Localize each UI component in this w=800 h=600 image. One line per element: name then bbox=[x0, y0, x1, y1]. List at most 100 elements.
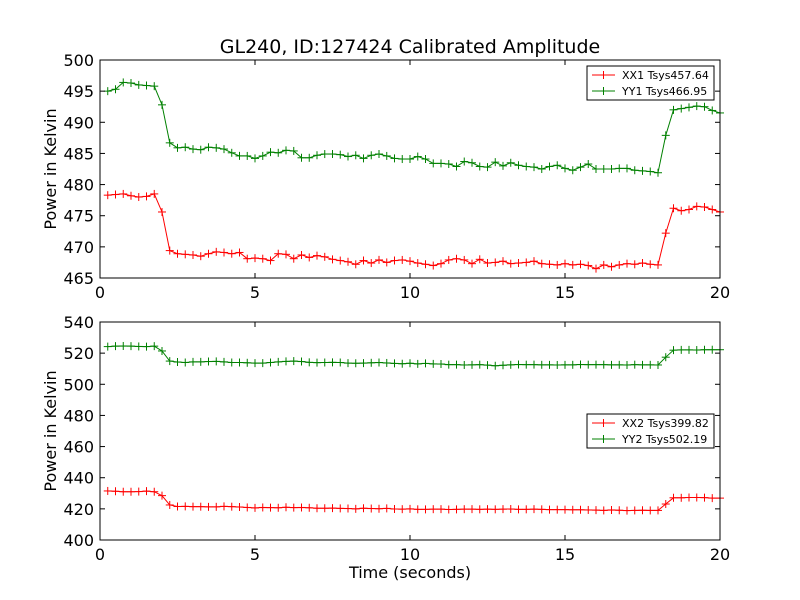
data-point bbox=[328, 150, 337, 159]
y-axis-label: Power in Kelvin bbox=[41, 108, 60, 229]
data-point bbox=[475, 360, 484, 369]
data-point bbox=[165, 246, 174, 255]
data-point bbox=[103, 486, 112, 495]
data-point bbox=[328, 504, 337, 513]
data-point bbox=[320, 252, 329, 261]
data-point bbox=[530, 257, 538, 266]
data-point bbox=[468, 158, 476, 167]
data-point bbox=[561, 505, 569, 514]
data-point bbox=[243, 151, 252, 160]
data-point bbox=[514, 259, 523, 268]
data-point bbox=[165, 357, 174, 366]
data-point bbox=[142, 192, 151, 201]
data-point bbox=[111, 487, 120, 496]
data-point bbox=[452, 360, 461, 369]
data-point bbox=[491, 258, 500, 267]
data-point bbox=[320, 150, 329, 159]
data-point bbox=[351, 359, 360, 368]
data-point bbox=[592, 360, 600, 369]
data-point bbox=[111, 85, 120, 94]
data-point bbox=[406, 155, 414, 164]
data-point bbox=[607, 505, 616, 514]
data-point bbox=[429, 261, 438, 270]
data-point bbox=[258, 254, 267, 263]
data-point bbox=[359, 504, 368, 513]
data-point bbox=[460, 505, 469, 514]
data-point bbox=[708, 494, 717, 503]
data-point bbox=[127, 342, 135, 351]
subplot-2: 0 5 10 15 20 400 420 440 460 480 500 520 540 Power in… bbox=[41, 313, 730, 582]
legend-box bbox=[586, 413, 715, 449]
data-point bbox=[196, 252, 205, 261]
data-point bbox=[313, 251, 321, 260]
legend-label: YY1 Tsys466.95 bbox=[621, 85, 707, 98]
data-point bbox=[483, 361, 492, 370]
data-point bbox=[282, 146, 290, 155]
data-point bbox=[584, 160, 593, 169]
data-point bbox=[189, 502, 197, 511]
data-point bbox=[258, 503, 267, 512]
data-point bbox=[499, 361, 507, 370]
data-point bbox=[452, 505, 461, 514]
data-point bbox=[305, 358, 314, 367]
data-point bbox=[251, 154, 259, 163]
data-point bbox=[475, 505, 484, 514]
data-point bbox=[685, 205, 693, 214]
series-1-2 bbox=[103, 78, 724, 177]
y-tick-label: 440 bbox=[63, 469, 94, 488]
data-point bbox=[429, 159, 438, 168]
data-point bbox=[344, 152, 352, 161]
data-point bbox=[646, 260, 655, 269]
data-point bbox=[119, 341, 128, 350]
data-point bbox=[173, 358, 182, 367]
data-point bbox=[677, 345, 686, 354]
data-point bbox=[119, 487, 128, 496]
y-axis-label: Power in Kelvin bbox=[41, 370, 60, 491]
x-tick-label: 10 bbox=[400, 283, 420, 302]
data-point bbox=[336, 256, 345, 265]
data-point bbox=[576, 360, 585, 369]
data-point bbox=[134, 487, 143, 496]
data-point bbox=[297, 153, 306, 162]
data-point bbox=[553, 260, 562, 269]
data-point bbox=[375, 150, 383, 159]
data-point bbox=[398, 155, 407, 164]
data-point bbox=[173, 143, 182, 152]
data-point bbox=[568, 166, 577, 175]
data-point bbox=[390, 505, 399, 514]
data-point bbox=[251, 503, 259, 512]
y-tick-label: 470 bbox=[63, 238, 94, 257]
data-point bbox=[282, 357, 290, 366]
data-point bbox=[421, 359, 430, 368]
data-point bbox=[522, 258, 531, 267]
data-point bbox=[630, 166, 639, 175]
data-point bbox=[382, 258, 391, 267]
data-point bbox=[491, 361, 500, 370]
data-point bbox=[305, 503, 314, 512]
data-point bbox=[359, 154, 368, 163]
data-point bbox=[111, 342, 120, 351]
data-point bbox=[142, 342, 151, 351]
data-point bbox=[615, 260, 624, 269]
data-point bbox=[181, 358, 190, 367]
data-point bbox=[661, 500, 670, 509]
x-tick-label: 10 bbox=[400, 545, 420, 564]
data-point bbox=[561, 360, 569, 369]
data-point bbox=[584, 360, 593, 369]
data-point bbox=[127, 487, 135, 496]
data-point bbox=[158, 100, 166, 109]
data-point bbox=[336, 504, 345, 513]
series-1-1 bbox=[103, 189, 724, 273]
data-point bbox=[297, 503, 306, 512]
y-tick-label: 500 bbox=[63, 51, 94, 70]
data-point bbox=[437, 259, 445, 268]
legend-entry: XX1 Tsys457.64 bbox=[592, 69, 709, 82]
data-point bbox=[351, 504, 360, 513]
legend-label: YY2 Tsys502.19 bbox=[621, 433, 707, 446]
y-tick-label: 520 bbox=[63, 344, 94, 363]
x-tick-label: 15 bbox=[555, 545, 575, 564]
data-point bbox=[181, 143, 190, 152]
data-point bbox=[158, 491, 166, 500]
data-point bbox=[134, 193, 143, 202]
data-point bbox=[127, 79, 135, 88]
